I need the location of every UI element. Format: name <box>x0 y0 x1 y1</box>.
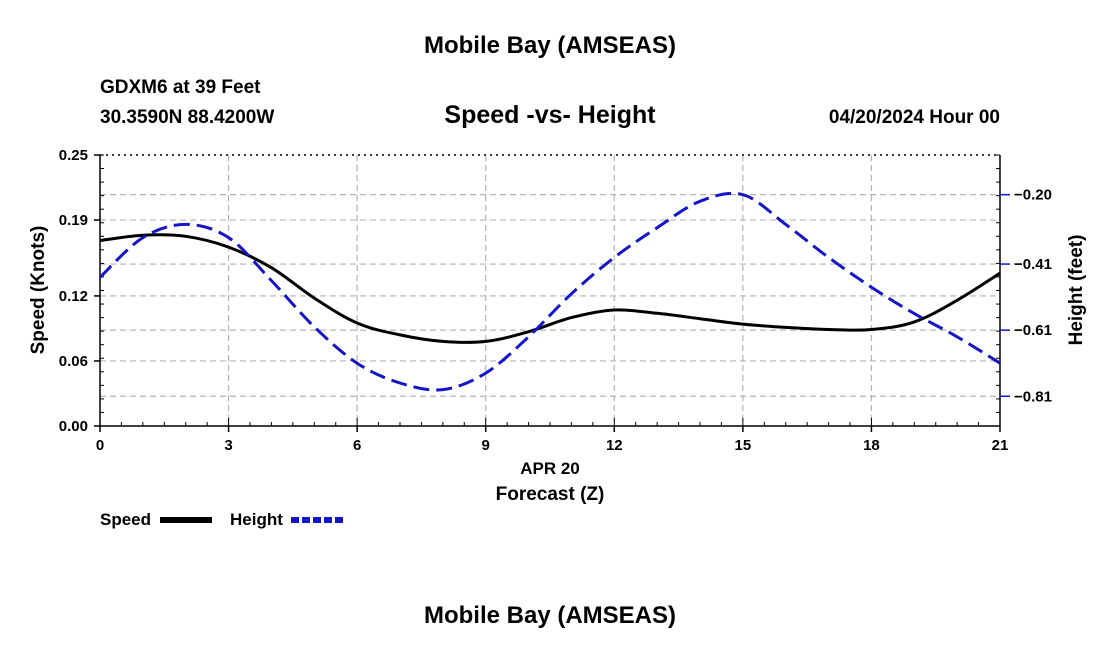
y-tick-label: 0.12 <box>59 288 88 305</box>
height-series-line <box>98 191 1001 392</box>
legend-speed-label: Speed <box>100 510 151 529</box>
x-tick-label: 21 <box>992 437 1009 454</box>
forecast-datetime: 04/20/2024 Hour 00 <box>828 107 1000 128</box>
station-coordinates: 30.3590N 88.4200W <box>100 107 275 128</box>
y-tick-label: 0.25 <box>59 147 88 164</box>
x-axis-title: Forecast (Z) <box>496 484 605 505</box>
x-tick-label: 12 <box>606 437 623 454</box>
x-tick-label: 3 <box>224 437 232 454</box>
y2-tick-label: −0.41 <box>1014 256 1052 273</box>
y-axis-title: Speed (Knots) <box>28 226 49 355</box>
grid <box>100 155 1000 426</box>
y2-tick-label: −0.61 <box>1014 322 1052 339</box>
y-tick-label: 0.00 <box>59 418 88 435</box>
x-tick-label: 9 <box>482 437 490 454</box>
y2-axis-title: Height (feet) <box>1066 235 1087 346</box>
y-tick-label: 0.06 <box>59 353 88 370</box>
legend-height-label: Height <box>230 510 283 529</box>
speed-series-line <box>99 233 1001 344</box>
chart-title: Speed -vs- Height <box>444 101 656 129</box>
y-tick-label: 0.19 <box>59 212 88 229</box>
series <box>98 191 1001 392</box>
y2-tick-label: −0.20 <box>1014 187 1052 204</box>
axes: 0 3 6 9 12 15 18 21 0.00 0.06 0.12 0.19 0.25 −0.20 −0.… <box>59 147 1052 454</box>
footer-title: Mobile Bay (AMSEAS) <box>423 602 677 629</box>
x-tick-label: 18 <box>863 437 880 454</box>
x-date-label: APR 20 <box>520 459 580 478</box>
legend: Speed Height <box>100 510 343 529</box>
y2-tick-label: −0.81 <box>1014 388 1052 405</box>
x-tick-label: 0 <box>96 437 104 454</box>
x-tick-label: 6 <box>353 437 361 454</box>
x-tick-label: 15 <box>735 437 752 454</box>
station-label: GDXM6 at 39 Feet <box>100 77 261 98</box>
axis-labels: APR 20 Forecast (Z) Speed (Knots) Height… <box>28 226 1087 505</box>
page-title: Mobile Bay (AMSEAS) <box>423 32 677 59</box>
